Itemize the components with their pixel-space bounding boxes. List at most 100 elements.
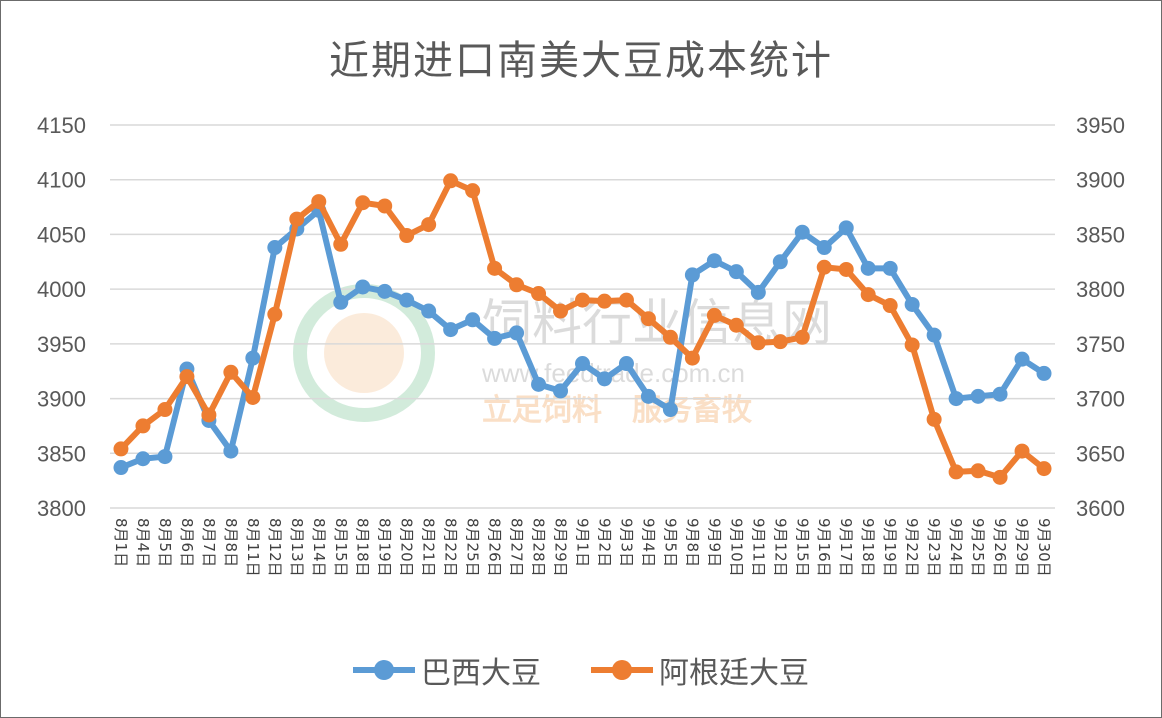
series-point-1	[399, 228, 415, 244]
series-point-0	[465, 312, 481, 328]
series-point-0	[267, 240, 283, 256]
x-tick-label: 8月12日	[266, 518, 284, 577]
series-point-1	[882, 298, 898, 314]
series-point-1	[289, 211, 305, 227]
series-point-0	[421, 303, 437, 319]
x-tick-label: 9月26日	[991, 518, 1009, 577]
series-point-0	[838, 220, 854, 236]
series-point-1	[553, 303, 569, 319]
y-right-tick-label: 3650	[1076, 441, 1125, 466]
series-point-1	[531, 286, 547, 302]
x-tick-label: 9月10日	[727, 518, 745, 577]
series-point-1	[245, 389, 261, 405]
series-point-0	[377, 283, 393, 299]
series-point-1	[684, 350, 700, 366]
legend-swatch-argentina	[591, 655, 653, 685]
x-tick-label: 8月11日	[244, 518, 262, 577]
x-tick-label: 9月19日	[881, 518, 899, 577]
x-tick-label: 8月21日	[420, 518, 438, 577]
legend-item-argentina: 阿根廷大豆	[591, 648, 809, 692]
x-tick-label: 9月3日	[617, 518, 635, 567]
y-right-tick-label: 3800	[1076, 277, 1125, 302]
x-tick-label: 9月11日	[749, 518, 767, 577]
x-tick-label: 8月18日	[354, 518, 372, 577]
series-point-0	[882, 260, 898, 276]
series-point-1	[157, 402, 173, 418]
series-point-1	[926, 411, 942, 427]
series-point-1	[575, 292, 590, 308]
x-tick-label: 9月24日	[947, 518, 965, 577]
x-tick-label: 9月12日	[771, 518, 789, 577]
series-point-1	[1036, 461, 1052, 477]
series-point-1	[179, 369, 195, 385]
y-right-tick-label: 3900	[1076, 168, 1125, 193]
series-point-0	[399, 292, 415, 308]
legend: 巴西大豆 阿根廷大豆	[0, 648, 1162, 692]
series-point-0	[706, 253, 722, 269]
series-point-1	[443, 173, 459, 189]
series-point-0	[135, 451, 151, 467]
series-point-0	[904, 296, 920, 312]
x-tick-label: 8月26日	[486, 518, 504, 577]
series-point-0	[596, 371, 612, 387]
series-point-0	[728, 264, 744, 280]
series-point-0	[662, 402, 678, 418]
y-left-tick-label: 3900	[37, 387, 86, 412]
series-point-1	[860, 287, 876, 303]
y-right-tick-label: 3600	[1076, 496, 1125, 521]
x-tick-label: 8月25日	[464, 518, 482, 577]
series-point-0	[333, 294, 349, 310]
y-left-tick-label: 3950	[37, 332, 86, 357]
series-point-0	[794, 224, 810, 240]
series-point-1	[816, 259, 832, 275]
y-right-tick-label: 3750	[1076, 332, 1125, 357]
legend-swatch-brazil	[353, 655, 415, 685]
series-point-1	[794, 329, 810, 345]
x-tick-label: 9月25日	[969, 518, 987, 577]
x-tick-label: 9月22日	[903, 518, 921, 577]
series-point-0	[575, 356, 590, 372]
series-point-1	[487, 260, 503, 276]
x-tick-label: 8月1日	[112, 518, 130, 567]
series-point-0	[772, 254, 788, 270]
series-point-1	[772, 334, 788, 350]
series-point-0	[487, 330, 503, 346]
x-tick-label: 9月23日	[925, 518, 943, 577]
series-point-1	[728, 317, 744, 333]
series-point-0	[992, 386, 1008, 402]
series-point-0	[970, 388, 986, 404]
y-left-tick-label: 4000	[37, 277, 86, 302]
x-tick-label: 9月1日	[574, 518, 592, 567]
series-point-1	[135, 418, 151, 434]
series-point-1	[596, 293, 612, 309]
series-point-1	[223, 364, 239, 380]
y-left-tick-label: 4050	[37, 222, 86, 247]
series-point-1	[113, 441, 129, 457]
series-point-1	[750, 335, 766, 351]
y-right-tick-label: 3950	[1076, 113, 1125, 138]
series-point-0	[1036, 365, 1052, 381]
x-tick-label: 8月27日	[508, 518, 526, 577]
y-left-tick-label: 4150	[37, 113, 86, 138]
x-tick-label: 8月28日	[530, 518, 548, 577]
y-right-tick-label: 3850	[1076, 222, 1125, 247]
series-point-1	[970, 463, 986, 479]
series-point-1	[465, 183, 481, 199]
series-point-0	[816, 240, 832, 256]
series-point-0	[355, 279, 371, 295]
x-tick-label: 8月14日	[310, 518, 328, 577]
series-point-1	[904, 337, 920, 353]
series-point-1	[333, 236, 349, 252]
x-tick-label: 9月30日	[1035, 518, 1053, 577]
x-tick-label: 8月20日	[398, 518, 416, 577]
series-point-0	[531, 376, 547, 392]
series-point-0	[223, 443, 239, 459]
x-tick-label: 9月5日	[661, 518, 679, 567]
x-tick-label: 8月29日	[552, 518, 570, 577]
x-tick-label: 8月19日	[376, 518, 394, 577]
series-point-0	[157, 449, 173, 465]
x-tick-label: 9月15日	[793, 518, 811, 577]
series-point-0	[1014, 351, 1030, 367]
x-tick-label: 9月29日	[1013, 518, 1031, 577]
x-tick-label: 9月8日	[683, 518, 701, 567]
